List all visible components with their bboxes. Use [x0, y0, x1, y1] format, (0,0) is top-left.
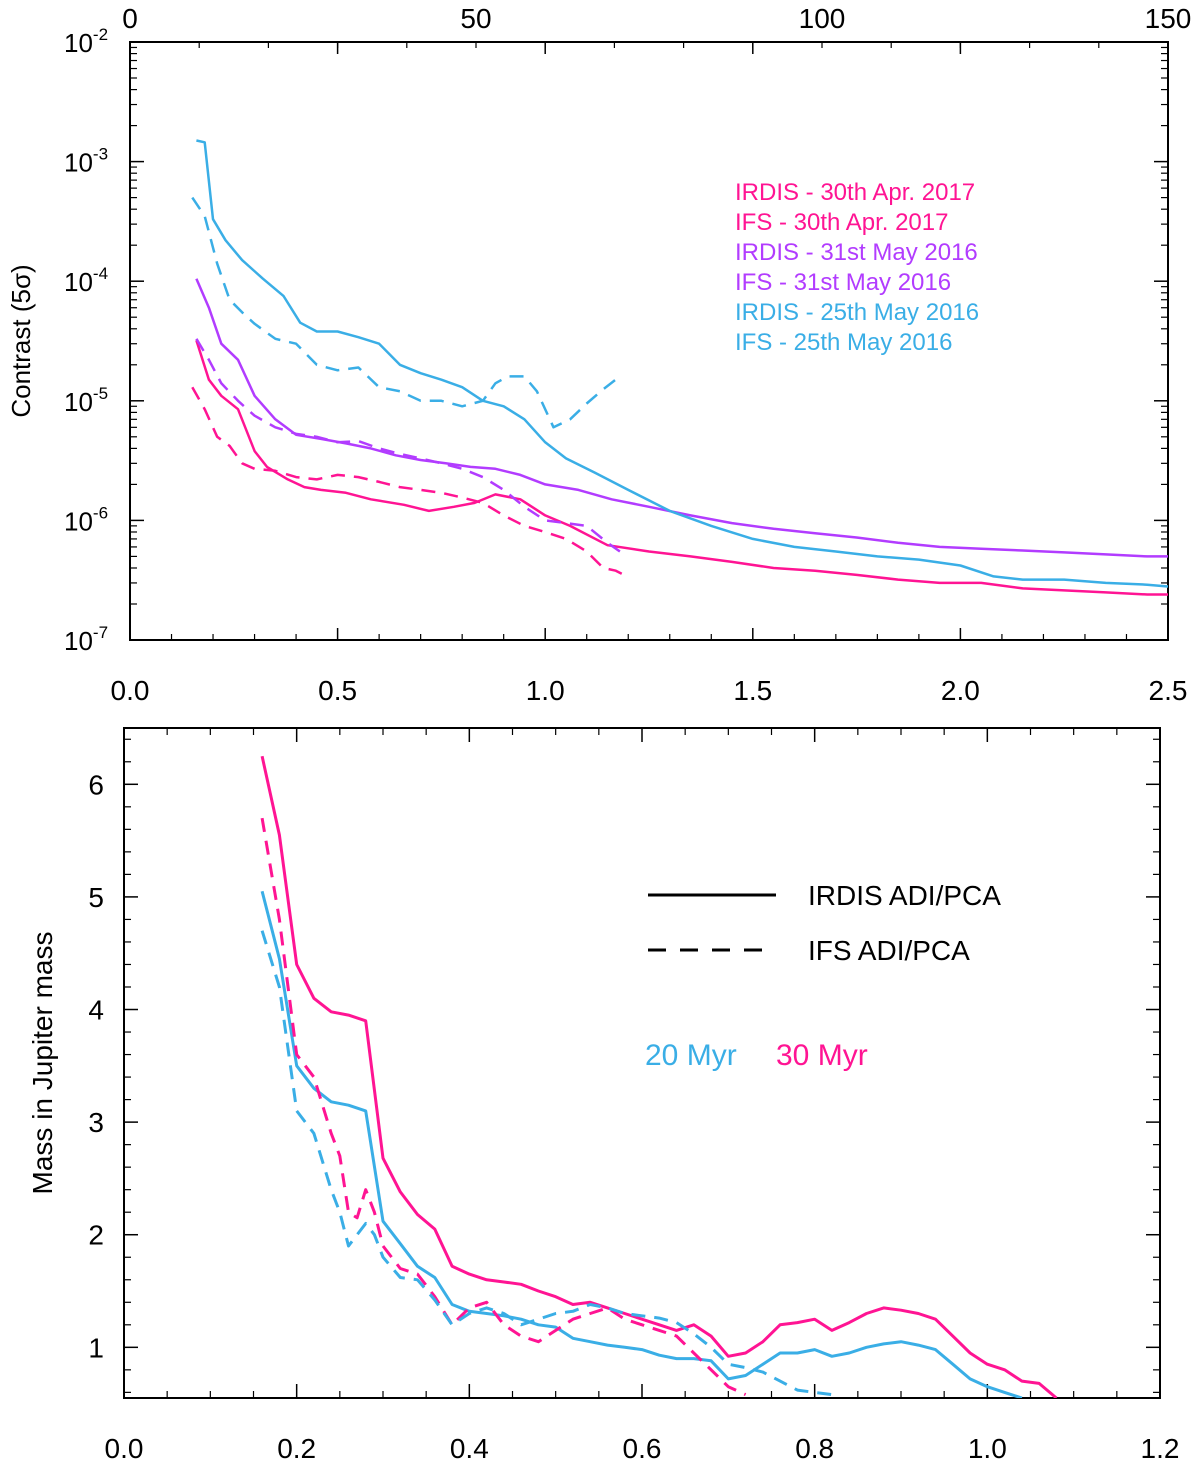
plot-frame	[129, 41, 1169, 641]
y-tick-label: 10-2	[64, 25, 108, 58]
x-tick-label: 1.0	[526, 675, 565, 706]
top-axis-tick-label: 150	[1145, 3, 1192, 34]
legend-entry: IRDIS ADI/PCA	[808, 880, 1001, 911]
y-axis-label: Contrast (5σ)	[6, 264, 36, 417]
y-tick-label: 5	[88, 882, 104, 913]
y-tick-label: 4	[88, 995, 104, 1026]
series-line	[195, 338, 621, 553]
y-tick-label: 6	[88, 769, 104, 800]
x-tick-label: 0.8	[795, 1433, 834, 1464]
x-tick-label: 0.0	[105, 1433, 144, 1464]
x-tick-label: 0.0	[111, 675, 150, 706]
x-tick-label: 1.0	[968, 1433, 1007, 1464]
x-tick-label: 0.6	[623, 1433, 662, 1464]
series-line	[195, 278, 1168, 558]
top-axis-tick-label: 0	[122, 3, 138, 34]
series-line	[260, 817, 747, 1396]
legend-entry: IRDIS - 30th Apr. 2017	[735, 179, 975, 206]
y-tick-label: 10-7	[64, 623, 108, 656]
x-tick-label: 1.2	[1141, 1433, 1180, 1464]
legend-entry: IRDIS - 25th May 2016	[735, 299, 979, 326]
x-tick-label: 0.2	[277, 1433, 316, 1464]
series-line	[195, 340, 1168, 596]
legend-entry: IFS - 25th May 2016	[735, 329, 952, 356]
top-axis-tick-label: 50	[460, 3, 491, 34]
series-line	[260, 890, 1023, 1398]
mass-chart: 0.0 0.2 0.4 0.6 0.8 1.0 1.2 1 2 3 4 5 6 Mass in Jupit…	[27, 727, 1180, 1464]
x-tick-label: 2.5	[1149, 675, 1188, 706]
legend-entry: IRDIS - 31st May 2016	[735, 239, 978, 266]
age-label: 20 Myr	[645, 1039, 737, 1072]
series-line	[260, 755, 1058, 1398]
series-line	[191, 386, 625, 577]
x-tick-label: 0.4	[450, 1433, 489, 1464]
x-tick-label: 1.5	[733, 675, 772, 706]
y-tick-label: 2	[88, 1220, 104, 1251]
y-axis-label: Mass in Jupiter mass	[27, 932, 58, 1195]
y-tick-label: 10-5	[64, 384, 108, 417]
contrast-chart: 0.0 0.5 1.0 1.5 2.0 2.5 0 50 100 150 10-7 10-6 10-5 1…	[6, 3, 1191, 706]
y-tick-label: 3	[88, 1107, 104, 1138]
series-line	[191, 196, 621, 429]
legend-entry: IFS ADI/PCA	[808, 935, 970, 966]
age-label: 30 Myr	[776, 1039, 868, 1072]
x-tick-label: 0.5	[318, 675, 357, 706]
y-tick-label: 1	[88, 1332, 104, 1363]
y-tick-label: 10-4	[64, 264, 108, 297]
y-tick-label: 10-3	[64, 145, 108, 178]
series-line	[260, 930, 833, 1397]
x-tick-label: 2.0	[941, 675, 980, 706]
legend-entry: IFS - 31st May 2016	[735, 269, 951, 296]
series-line	[196, 139, 1169, 588]
legend-entry: IFS - 30th Apr. 2017	[735, 209, 948, 236]
top-axis-tick-label: 100	[799, 3, 846, 34]
y-tick-label: 10-6	[64, 503, 108, 536]
